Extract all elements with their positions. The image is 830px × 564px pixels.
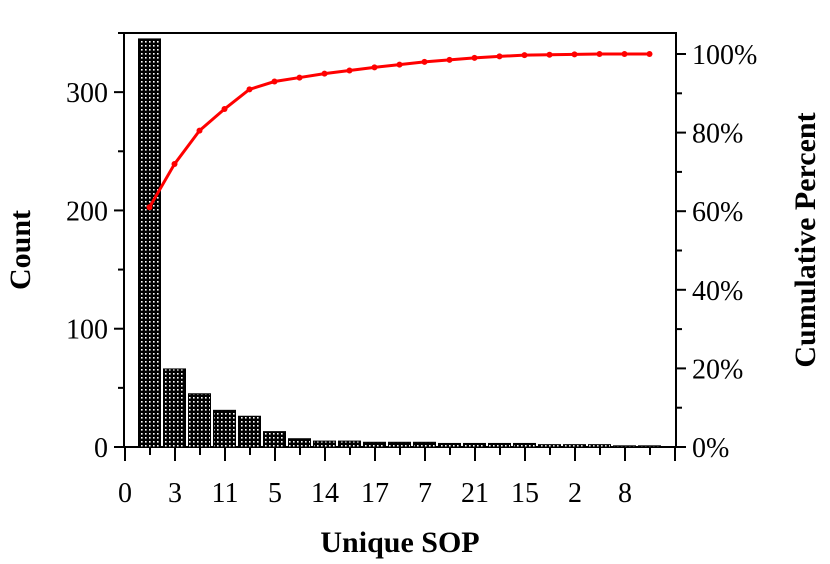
cumulative-point bbox=[321, 70, 328, 77]
right-tick-label: 40% bbox=[692, 276, 743, 307]
bars-group bbox=[138, 38, 661, 448]
x-axis-title: Unique SOP bbox=[320, 526, 479, 559]
right-axis: 0% 20% 40% 60% 80% 100% bbox=[676, 40, 757, 464]
bar bbox=[238, 415, 261, 448]
bar bbox=[138, 38, 161, 448]
right-tick-label: 20% bbox=[692, 354, 743, 385]
cumulative-point bbox=[396, 61, 403, 68]
cumulative-point bbox=[496, 53, 503, 60]
cumulative-point bbox=[646, 51, 653, 57]
bar bbox=[213, 409, 236, 448]
cumulative-point bbox=[271, 78, 278, 85]
plot-frame bbox=[123, 32, 677, 448]
cumulative-point bbox=[171, 161, 178, 168]
cumulative-point bbox=[146, 204, 153, 211]
cumulative-point bbox=[571, 51, 578, 58]
bar bbox=[313, 440, 336, 448]
bar bbox=[463, 442, 486, 448]
bar bbox=[538, 444, 561, 448]
right-tick-label: 60% bbox=[692, 197, 743, 228]
left-axis-title: Count bbox=[4, 210, 37, 290]
x-tick-label: 21 bbox=[461, 478, 489, 509]
left-tick-label: 200 bbox=[66, 196, 108, 227]
bar bbox=[363, 441, 386, 448]
x-tick-label: 11 bbox=[212, 478, 239, 509]
bar bbox=[438, 442, 461, 448]
right-tick-label: 100% bbox=[692, 40, 757, 71]
bar bbox=[488, 442, 511, 448]
left-tick-label: 300 bbox=[66, 78, 108, 109]
cumulative-point bbox=[221, 106, 228, 113]
cumulative-point bbox=[621, 51, 628, 57]
right-axis-title: Cumulative Percent bbox=[789, 112, 822, 367]
cumulative-point bbox=[596, 51, 603, 57]
cumulative-point bbox=[346, 67, 353, 74]
bar bbox=[288, 438, 311, 448]
x-tick-label: 8 bbox=[618, 478, 632, 509]
bar bbox=[588, 444, 611, 448]
cumulative-point bbox=[446, 56, 453, 63]
left-tick-label: 100 bbox=[66, 315, 108, 346]
bar bbox=[388, 441, 411, 448]
right-tick-label: 0% bbox=[692, 433, 729, 464]
cumulative-group bbox=[146, 51, 653, 211]
bar bbox=[413, 441, 436, 448]
bar bbox=[338, 440, 361, 448]
x-tick-label: 15 bbox=[511, 478, 539, 509]
cumulative-point bbox=[296, 74, 303, 81]
cumulative-point bbox=[471, 54, 478, 61]
bar bbox=[638, 445, 661, 448]
bar bbox=[188, 393, 211, 448]
cumulative-point bbox=[246, 86, 253, 93]
bar bbox=[563, 444, 586, 448]
bar bbox=[513, 442, 536, 448]
cumulative-point bbox=[196, 127, 203, 134]
cumulative-point bbox=[371, 64, 378, 71]
x-tick-label: 2 bbox=[568, 478, 582, 509]
x-tick-label: 3 bbox=[168, 478, 182, 509]
right-tick-label: 80% bbox=[692, 119, 743, 150]
cumulative-point bbox=[546, 51, 553, 58]
bar bbox=[163, 368, 186, 448]
bar bbox=[263, 431, 286, 448]
cumulative-percent-line bbox=[148, 52, 650, 209]
x-tick-label: 7 bbox=[418, 478, 432, 509]
left-axis: 0 100 200 300 bbox=[66, 32, 124, 464]
x-tick-label: 17 bbox=[361, 478, 389, 509]
left-tick-label: 0 bbox=[94, 433, 108, 464]
x-tick-label: 5 bbox=[268, 478, 282, 509]
x-tick-label: 0 bbox=[118, 478, 132, 509]
bar bbox=[613, 445, 636, 448]
cumulative-point bbox=[421, 58, 428, 65]
x-tick-label: 14 bbox=[311, 478, 339, 509]
cumulative-point bbox=[521, 52, 528, 59]
x-axis: 0 3 11 5 14 17 7 21 15 2 8 bbox=[118, 447, 676, 509]
